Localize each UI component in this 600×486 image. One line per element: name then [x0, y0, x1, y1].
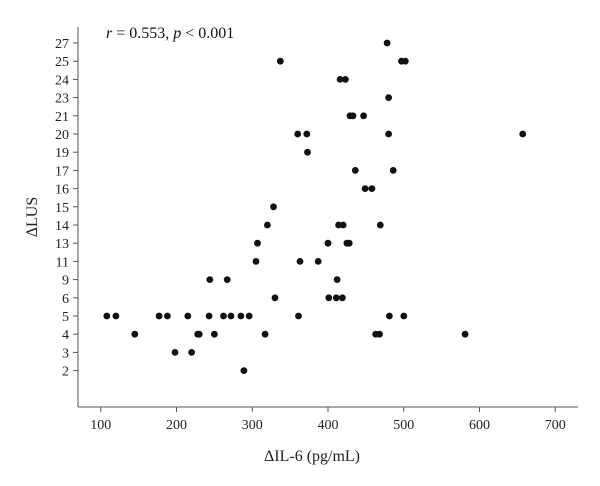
data-point [220, 312, 227, 320]
data-point [400, 312, 408, 320]
data-point [155, 312, 163, 320]
y-tick-label: 20 [55, 128, 69, 143]
y-tick-label: 17 [55, 164, 69, 179]
data-point [184, 312, 192, 320]
y-tick-label: 23 [55, 92, 69, 107]
data-point [461, 330, 469, 338]
y-tick-label: 24 [55, 73, 69, 88]
y-tick-label: 21 [55, 110, 69, 125]
data-point [339, 294, 346, 302]
x-tick-label: 100 [90, 418, 111, 433]
data-point [261, 330, 269, 338]
data-point [211, 330, 218, 338]
data-point [303, 130, 311, 138]
data-point [342, 76, 349, 83]
data-point [188, 349, 196, 356]
data-point [240, 367, 248, 374]
data-point [270, 203, 277, 211]
p-value: < 0.001 [181, 25, 234, 42]
x-tick-label: 600 [469, 418, 490, 433]
data-point [386, 312, 393, 320]
data-point [383, 39, 391, 47]
y-tick-label: 4 [62, 328, 69, 343]
data-point [332, 294, 340, 302]
data-point [294, 130, 302, 138]
data-point [360, 112, 367, 120]
data-point [103, 312, 111, 320]
x-tick-label: 400 [318, 418, 339, 433]
data-point [164, 312, 171, 320]
data-point [385, 130, 392, 138]
data-point [304, 148, 311, 156]
r-value: = 0.553, [112, 25, 173, 42]
data-point [314, 258, 322, 265]
y-tick-label: 6 [62, 292, 69, 307]
x-axis-ticks: 100 200 300 400 500 600 700 [90, 407, 566, 433]
data-point [349, 112, 357, 120]
data-point [351, 167, 359, 174]
y-tick-label: 3 [62, 346, 69, 361]
y-tick-label: 13 [55, 237, 69, 252]
data-point [401, 57, 409, 65]
y-tick-label: 16 [55, 183, 69, 198]
x-tick-label: 300 [242, 418, 263, 433]
y-tick-label: 14 [55, 219, 69, 234]
data-point [223, 276, 231, 283]
data-point [368, 185, 376, 193]
data-point [227, 312, 235, 320]
y-axis-title: ΔLUS [24, 197, 41, 238]
data-point [252, 258, 260, 265]
x-tick-label: 700 [545, 418, 566, 433]
p-label: p [172, 25, 181, 42]
y-tick-label: 15 [55, 201, 69, 216]
data-point [333, 276, 341, 283]
data-point [339, 221, 347, 229]
data-points [103, 39, 527, 374]
data-point [254, 239, 261, 247]
data-point [324, 239, 332, 247]
data-point [376, 330, 383, 338]
data-point [205, 312, 213, 320]
x-tick-label: 500 [393, 418, 414, 433]
data-point [389, 167, 397, 174]
correlation-annotation: r = 0.553, p < 0.001 [106, 25, 234, 42]
data-point [131, 330, 139, 338]
data-point [325, 294, 333, 302]
data-point [361, 185, 369, 193]
data-point [237, 312, 245, 320]
data-point [295, 312, 302, 320]
r-label: r [106, 25, 113, 42]
y-tick-label: 2 [62, 365, 69, 380]
data-point [112, 312, 120, 320]
y-tick-label: 9 [62, 274, 69, 289]
x-tick-label: 200 [166, 418, 187, 433]
y-tick-label: 11 [56, 255, 69, 270]
x-axis-title: ΔIL-6 (pg/mL) [264, 448, 360, 465]
data-point [206, 276, 214, 283]
data-point [245, 312, 253, 320]
data-point [385, 94, 392, 101]
data-point [336, 76, 344, 83]
y-tick-label: 19 [55, 146, 69, 161]
data-point [345, 239, 353, 247]
data-point [296, 258, 304, 265]
y-tick-label: 27 [55, 37, 69, 52]
y-tick-label: 5 [62, 310, 69, 325]
data-point [271, 294, 279, 302]
data-point [276, 57, 284, 65]
data-point [195, 330, 203, 338]
data-point [376, 221, 384, 229]
data-point [171, 349, 179, 356]
data-point [264, 221, 271, 229]
y-tick-label: 25 [55, 55, 69, 70]
data-point [519, 130, 527, 138]
